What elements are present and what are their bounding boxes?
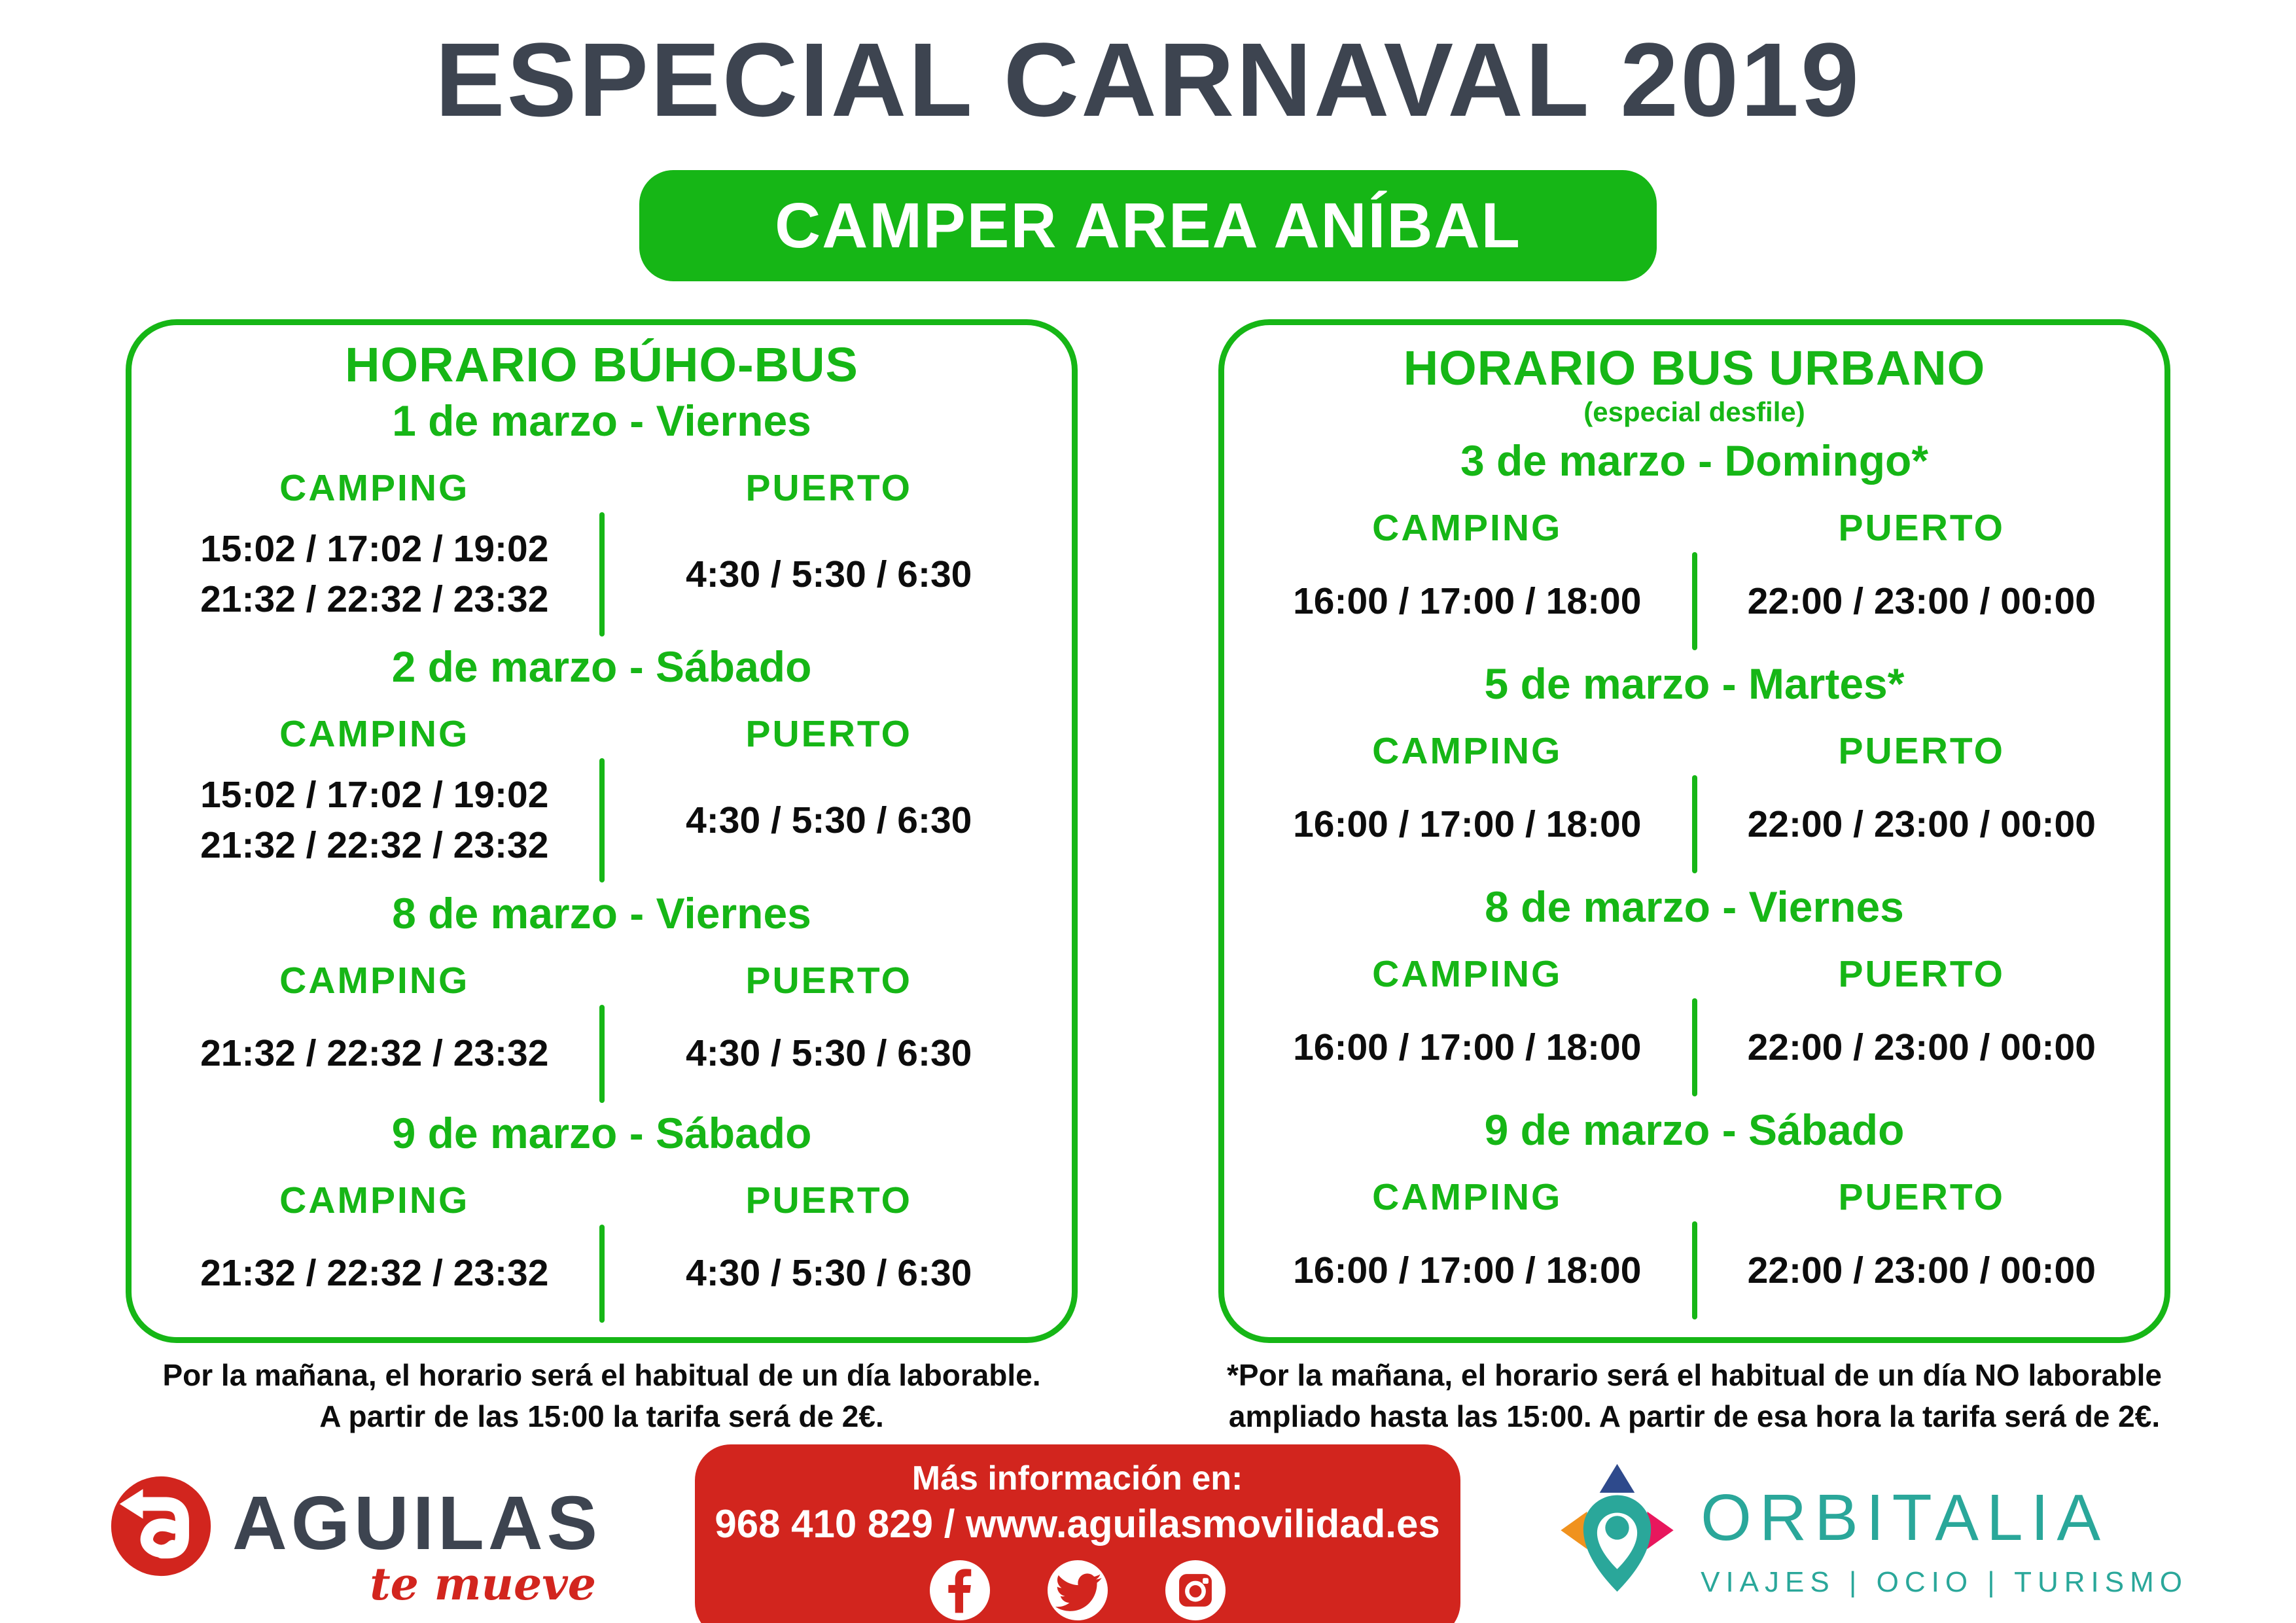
column-divider — [1691, 552, 1697, 651]
camping-times: 16:00 / 17:00 / 18:00 — [1293, 1026, 1642, 1068]
column-divider — [599, 1004, 605, 1103]
instagram-icon — [1165, 1560, 1226, 1621]
section-date: 9 de marzo - Sábado — [391, 1108, 812, 1157]
camping-times: 21:32 / 22:32 / 23:32 — [200, 1252, 549, 1295]
camping-column-label: CAMPING — [1372, 507, 1563, 550]
aguilas-logo-text: AGUILAS te mueve — [232, 1473, 601, 1611]
location-badge-label: CAMPER AREA ANÍBAL — [775, 190, 1521, 261]
panel-buho-bus: HORARIO BÚHO-BUS 1 de marzo - Viernes CA… — [126, 319, 1078, 1343]
puerto-times: 22:00 / 23:00 / 00:00 — [1747, 1249, 2096, 1291]
puerto-times: 22:00 / 23:00 / 00:00 — [1747, 580, 2096, 622]
camping-times: 21:32 / 22:32 / 23:32 — [200, 1032, 549, 1075]
puerto-column-label: PUERTO — [1838, 953, 2005, 996]
schedule-section: 8 de marzo - Viernes CAMPING PUERTO 21:3… — [150, 888, 1053, 1103]
orbitalia-tagline: VIAJES | OCIO | TURISMO — [1701, 1565, 2188, 1598]
puerto-column-label: PUERTO — [745, 467, 912, 510]
twitter-icon — [1047, 1560, 1108, 1621]
schedule-section: 9 de marzo - Sábado CAMPING PUERTO 16:00… — [1243, 1105, 2146, 1320]
puerto-column-label: PUERTO — [1838, 507, 2005, 550]
camping-times: 16:00 / 17:00 / 18:00 — [1293, 580, 1642, 622]
puerto-times: 4:30 / 5:30 / 6:30 — [686, 799, 972, 841]
panel-subtitle: (especial desfile) — [1583, 396, 1805, 427]
puerto-column-label: PUERTO — [1838, 730, 2005, 773]
section-date: 2 de marzo - Sábado — [391, 642, 812, 691]
location-badge: CAMPER AREA ANÍBAL — [639, 170, 1657, 281]
camping-times: 16:00 / 17:00 / 18:00 — [1293, 1249, 1642, 1291]
schedule-section: 2 de marzo - Sábado CAMPING PUERTO 15:02… — [150, 642, 1053, 883]
orbitalia-name: ORBITALIA — [1701, 1480, 2109, 1554]
footer: AGUILAS te mueve Más información en: 968… — [0, 1444, 2296, 1623]
panel-bus-urbano: HORARIO BUS URBANO (especial desfile) 3 … — [1218, 319, 2170, 1343]
puerto-times: 22:00 / 23:00 / 00:00 — [1747, 803, 2096, 845]
panel-title: HORARIO BUS URBANO — [1403, 340, 1986, 395]
section-date: 9 de marzo - Sábado — [1484, 1106, 1905, 1155]
info-heading: Más información en: — [911, 1459, 1243, 1497]
camping-column-label: CAMPING — [279, 959, 470, 1002]
column-divider — [599, 1224, 605, 1323]
social-icons-row — [708, 1560, 1447, 1621]
buho-bus-footnote: Por la mañana, el horario será el habitu… — [162, 1358, 1041, 1434]
puerto-column-label: PUERTO — [1838, 1176, 2005, 1219]
schedule-section: 3 de marzo - Domingo* CAMPING PUERTO 16:… — [1243, 436, 2146, 651]
section-date: 8 de marzo - Viernes — [1485, 882, 1904, 932]
camping-column-label: CAMPING — [1372, 730, 1563, 773]
camping-column-label: CAMPING — [1372, 953, 1563, 996]
aguilas-name: AGUILAS — [232, 1480, 601, 1565]
map-pin-eye-icon — [1561, 1463, 1674, 1592]
column-divider — [599, 758, 605, 883]
schedule-section: 5 de marzo - Martes* CAMPING PUERTO 16:0… — [1243, 659, 2146, 874]
aguilas-logo: AGUILAS te mueve — [108, 1473, 601, 1611]
aguilas-tagline: te mueve — [370, 1558, 596, 1611]
schedule-panels: HORARIO BÚHO-BUS 1 de marzo - Viernes CA… — [0, 319, 2296, 1343]
orbitalia-logo-text: ORBITALIA VIAJES | OCIO | TURISMO — [1701, 1485, 2188, 1599]
puerto-column-label: PUERTO — [745, 1179, 912, 1221]
schedule-section: 8 de marzo - Viernes CAMPING PUERTO 16:0… — [1243, 882, 2146, 1097]
camping-column-label: CAMPING — [279, 467, 470, 510]
column-divider — [599, 512, 605, 637]
info-phone-website: 968 410 829 / www.aguilasmovilidad.es — [715, 1502, 1440, 1546]
puerto-times: 4:30 / 5:30 / 6:30 — [686, 1252, 972, 1295]
info-box: Más información en: 968 410 829 / www.ag… — [694, 1444, 1460, 1623]
column-divider — [1691, 1221, 1697, 1320]
section-date: 5 de marzo - Martes* — [1484, 659, 1905, 708]
facebook-icon — [929, 1560, 990, 1621]
camping-times: 15:02 / 17:02 / 19:02 21:32 / 22:32 / 23… — [200, 528, 549, 621]
column-divider — [1691, 775, 1697, 874]
orbitalia-logo: ORBITALIA VIAJES | OCIO | TURISMO — [1553, 1461, 2188, 1622]
puerto-times: 22:00 / 23:00 / 00:00 — [1747, 1026, 2096, 1068]
section-date: 8 de marzo - Viernes — [392, 888, 811, 937]
camping-column-label: CAMPING — [1372, 1176, 1563, 1219]
puerto-column-label: PUERTO — [745, 713, 912, 756]
arrow-a-icon — [111, 1476, 211, 1576]
camping-column-label: CAMPING — [279, 713, 470, 756]
footnotes-row: Por la mañana, el horario será el habitu… — [0, 1355, 2296, 1438]
camping-times: 16:00 / 17:00 / 18:00 — [1293, 803, 1642, 845]
puerto-times: 4:30 / 5:30 / 6:30 — [686, 1032, 972, 1075]
camping-column-label: CAMPING — [279, 1179, 470, 1221]
section-date: 3 de marzo - Domingo* — [1460, 436, 1929, 485]
camping-times: 15:02 / 17:02 / 19:02 21:32 / 22:32 / 23… — [200, 774, 549, 867]
bus-urbano-footnote: *Por la mañana, el horario será el habit… — [1227, 1358, 2162, 1434]
panel-title: HORARIO BÚHO-BUS — [345, 338, 858, 393]
schedule-section: 1 de marzo - Viernes CAMPING PUERTO 15:0… — [150, 396, 1053, 637]
column-divider — [1691, 998, 1697, 1097]
schedule-section: 9 de marzo - Sábado CAMPING PUERTO 21:32… — [150, 1108, 1053, 1323]
puerto-times: 4:30 / 5:30 / 6:30 — [686, 553, 972, 595]
section-date: 1 de marzo - Viernes — [392, 396, 811, 445]
panel-bus-urbano-header: HORARIO BUS URBANO (especial desfile) — [1243, 343, 2146, 428]
panel-buho-bus-header: HORARIO BÚHO-BUS — [150, 340, 1053, 391]
puerto-column-label: PUERTO — [745, 959, 912, 1002]
page-title: ESPECIAL CARNAVAL 2019 — [434, 21, 1862, 138]
